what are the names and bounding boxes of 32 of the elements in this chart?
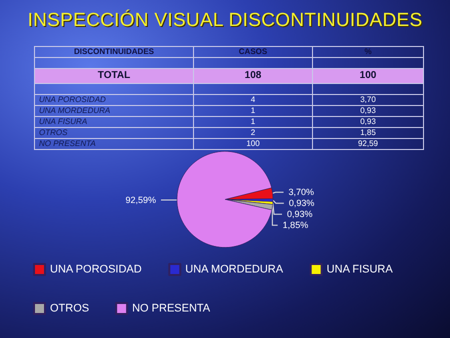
legend-label: UNA FISURA [326,264,394,276]
legend-label: NO PRESENTA [132,302,211,314]
text: 1 [194,106,312,116]
data-label: 0,93% [288,198,314,208]
text: 2 [194,128,312,138]
text: 0,93 [312,106,424,116]
data-label: 1,85% [282,220,308,230]
category-label: NO PRESENTA [39,139,96,148]
data-label: 92,59% [125,195,156,206]
text: 100 [194,138,312,150]
text: DISCONTINUIDADES [34,46,194,58]
text: 4 [194,94,312,106]
data-label: 0,93% [286,209,313,220]
category-label: UNA POROSIDAD [39,95,106,104]
text: 3,70 [312,94,424,106]
category-label: OTROS [39,128,68,137]
text: 100 [312,68,424,84]
legend-label: UNA POROSIDAD [50,264,142,276]
text: TOTAL [34,68,194,84]
text: CASOS [194,46,312,58]
chart-title: INSPECCIÓN VISUAL DISCONTINUIDADES [26,10,424,32]
legend-label: UNA MORDEDURA [185,264,284,276]
text: 1,85 [312,128,424,138]
text: 1 [194,116,312,128]
text: 108 [194,68,312,84]
text: 92,59 [312,138,424,150]
text: 0,93 [312,116,424,128]
legend-label: OTROS [50,302,90,314]
text: % [312,46,424,58]
data-label: 3,70% [288,187,314,198]
category-label: UNA MORDEDURA [39,106,110,115]
category-label: UNA FISURA [39,117,88,126]
